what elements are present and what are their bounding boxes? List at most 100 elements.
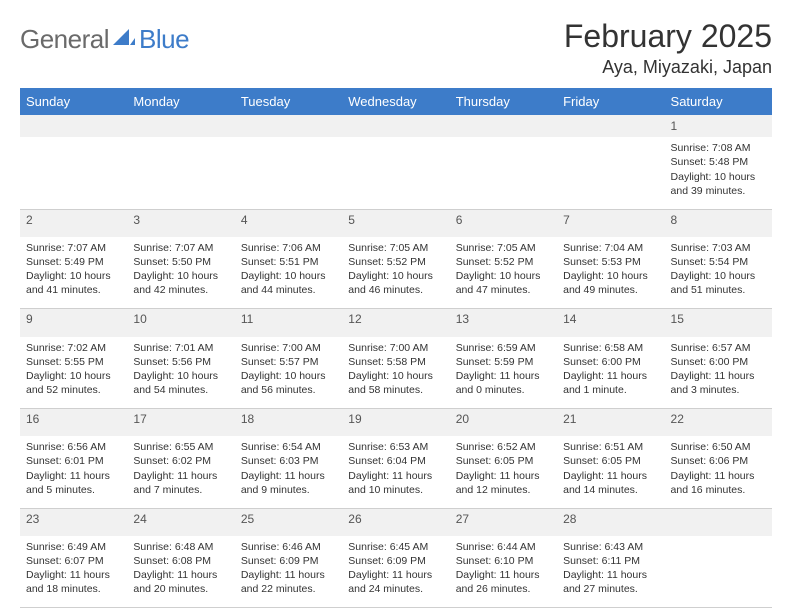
sunset-text: Sunset: 6:01 PM bbox=[26, 454, 121, 468]
day-number-cell: 21 bbox=[557, 409, 664, 437]
sunset-text: Sunset: 5:58 PM bbox=[348, 355, 443, 369]
week-row: Sunrise: 7:08 AMSunset: 5:48 PMDaylight:… bbox=[20, 137, 772, 209]
day-number-cell: 7 bbox=[557, 209, 664, 237]
day-number: 2 bbox=[20, 209, 127, 231]
week-daynum-row: 16171819202122 bbox=[20, 409, 772, 437]
day-cell bbox=[450, 137, 557, 209]
day-cell-content: Sunrise: 7:07 AMSunset: 5:50 PMDaylight:… bbox=[133, 241, 228, 298]
sunset-text: Sunset: 6:02 PM bbox=[133, 454, 228, 468]
sunrise-text: Sunrise: 6:57 AM bbox=[671, 341, 766, 355]
day-number-cell: 4 bbox=[235, 209, 342, 237]
daylight-text: Daylight: 10 hours and 44 minutes. bbox=[241, 269, 336, 297]
week-row: Sunrise: 7:07 AMSunset: 5:49 PMDaylight:… bbox=[20, 237, 772, 309]
calendar-body: 1 Sunrise: 7:08 AMSunset: 5:48 PMDaylight… bbox=[20, 115, 772, 608]
day-number-cell bbox=[665, 508, 772, 536]
day-cell: Sunrise: 7:07 AMSunset: 5:49 PMDaylight:… bbox=[20, 237, 127, 309]
day-cell: Sunrise: 6:44 AMSunset: 6:10 PMDaylight:… bbox=[450, 536, 557, 608]
sunset-text: Sunset: 5:51 PM bbox=[241, 255, 336, 269]
logo-text-general: General bbox=[20, 24, 109, 55]
day-header-monday: Monday bbox=[127, 88, 234, 115]
sunrise-text: Sunrise: 6:48 AM bbox=[133, 540, 228, 554]
sunset-text: Sunset: 5:56 PM bbox=[133, 355, 228, 369]
day-number: 23 bbox=[20, 508, 127, 530]
day-cell-content: Sunrise: 6:46 AMSunset: 6:09 PMDaylight:… bbox=[241, 540, 336, 597]
day-cell: Sunrise: 7:07 AMSunset: 5:50 PMDaylight:… bbox=[127, 237, 234, 309]
day-cell-content: Sunrise: 6:52 AMSunset: 6:05 PMDaylight:… bbox=[456, 440, 551, 497]
day-number-cell: 20 bbox=[450, 409, 557, 437]
day-cell: Sunrise: 7:06 AMSunset: 5:51 PMDaylight:… bbox=[235, 237, 342, 309]
day-number: 17 bbox=[127, 408, 234, 430]
daylight-text: Daylight: 10 hours and 39 minutes. bbox=[671, 170, 766, 198]
sunrise-text: Sunrise: 7:03 AM bbox=[671, 241, 766, 255]
day-cell-content: Sunrise: 6:49 AMSunset: 6:07 PMDaylight:… bbox=[26, 540, 121, 597]
day-number: 21 bbox=[557, 408, 664, 430]
day-number: 26 bbox=[342, 508, 449, 530]
day-cell bbox=[127, 137, 234, 209]
day-cell-content: Sunrise: 6:48 AMSunset: 6:08 PMDaylight:… bbox=[133, 540, 228, 597]
sunset-text: Sunset: 5:53 PM bbox=[563, 255, 658, 269]
day-cell: Sunrise: 7:03 AMSunset: 5:54 PMDaylight:… bbox=[665, 237, 772, 309]
day-cell: Sunrise: 7:05 AMSunset: 5:52 PMDaylight:… bbox=[342, 237, 449, 309]
week-daynum-row: 232425262728 bbox=[20, 508, 772, 536]
daylight-text: Daylight: 11 hours and 26 minutes. bbox=[456, 568, 551, 596]
sunrise-text: Sunrise: 6:46 AM bbox=[241, 540, 336, 554]
daylight-text: Daylight: 11 hours and 27 minutes. bbox=[563, 568, 658, 596]
sunset-text: Sunset: 6:10 PM bbox=[456, 554, 551, 568]
day-number-cell: 27 bbox=[450, 508, 557, 536]
day-number: 3 bbox=[127, 209, 234, 231]
sunrise-text: Sunrise: 7:07 AM bbox=[26, 241, 121, 255]
daylight-text: Daylight: 11 hours and 0 minutes. bbox=[456, 369, 551, 397]
day-cell-content: Sunrise: 7:06 AMSunset: 5:51 PMDaylight:… bbox=[241, 241, 336, 298]
day-number-cell: 1 bbox=[665, 115, 772, 137]
sunrise-text: Sunrise: 7:08 AM bbox=[671, 141, 766, 155]
daylight-text: Daylight: 11 hours and 18 minutes. bbox=[26, 568, 121, 596]
week-row: Sunrise: 6:56 AMSunset: 6:01 PMDaylight:… bbox=[20, 436, 772, 508]
sunrise-text: Sunrise: 6:54 AM bbox=[241, 440, 336, 454]
day-number: 12 bbox=[342, 308, 449, 330]
sunset-text: Sunset: 5:57 PM bbox=[241, 355, 336, 369]
day-number: 7 bbox=[557, 209, 664, 231]
day-number-cell: 16 bbox=[20, 409, 127, 437]
day-cell-content: Sunrise: 7:07 AMSunset: 5:49 PMDaylight:… bbox=[26, 241, 121, 298]
sunset-text: Sunset: 5:52 PM bbox=[456, 255, 551, 269]
day-cell: Sunrise: 6:50 AMSunset: 6:06 PMDaylight:… bbox=[665, 436, 772, 508]
day-number-cell bbox=[450, 115, 557, 137]
daylight-text: Daylight: 10 hours and 47 minutes. bbox=[456, 269, 551, 297]
sunset-text: Sunset: 6:05 PM bbox=[456, 454, 551, 468]
day-number-cell: 18 bbox=[235, 409, 342, 437]
logo-sail-icon bbox=[113, 27, 135, 52]
sunset-text: Sunset: 5:59 PM bbox=[456, 355, 551, 369]
day-number-cell: 24 bbox=[127, 508, 234, 536]
logo-text-blue: Blue bbox=[139, 24, 189, 55]
day-number-cell: 9 bbox=[20, 309, 127, 337]
daylight-text: Daylight: 11 hours and 22 minutes. bbox=[241, 568, 336, 596]
week-daynum-row: 2345678 bbox=[20, 209, 772, 237]
day-header-thursday: Thursday bbox=[450, 88, 557, 115]
sunrise-text: Sunrise: 6:58 AM bbox=[563, 341, 658, 355]
calendar-page: General Blue February 2025 Aya, Miyazaki… bbox=[0, 0, 792, 612]
day-cell-content: Sunrise: 7:08 AMSunset: 5:48 PMDaylight:… bbox=[671, 141, 766, 198]
day-cell-content: Sunrise: 6:59 AMSunset: 5:59 PMDaylight:… bbox=[456, 341, 551, 398]
day-number-cell: 28 bbox=[557, 508, 664, 536]
day-cell: Sunrise: 6:52 AMSunset: 6:05 PMDaylight:… bbox=[450, 436, 557, 508]
day-number: 14 bbox=[557, 308, 664, 330]
day-number: 25 bbox=[235, 508, 342, 530]
day-number-cell bbox=[557, 115, 664, 137]
sunset-text: Sunset: 6:05 PM bbox=[563, 454, 658, 468]
day-cell-content: Sunrise: 6:50 AMSunset: 6:06 PMDaylight:… bbox=[671, 440, 766, 497]
day-cell: Sunrise: 7:02 AMSunset: 5:55 PMDaylight:… bbox=[20, 337, 127, 409]
sunrise-text: Sunrise: 7:01 AM bbox=[133, 341, 228, 355]
page-header: General Blue February 2025 Aya, Miyazaki… bbox=[20, 18, 772, 78]
day-cell-content: Sunrise: 7:00 AMSunset: 5:58 PMDaylight:… bbox=[348, 341, 443, 398]
sunset-text: Sunset: 6:04 PM bbox=[348, 454, 443, 468]
week-row: Sunrise: 7:02 AMSunset: 5:55 PMDaylight:… bbox=[20, 337, 772, 409]
day-number-cell bbox=[342, 115, 449, 137]
sunset-text: Sunset: 6:06 PM bbox=[671, 454, 766, 468]
sunset-text: Sunset: 5:52 PM bbox=[348, 255, 443, 269]
day-cell-content: Sunrise: 6:58 AMSunset: 6:00 PMDaylight:… bbox=[563, 341, 658, 398]
day-number-cell: 22 bbox=[665, 409, 772, 437]
calendar-table: Sunday Monday Tuesday Wednesday Thursday… bbox=[20, 88, 772, 608]
day-number: 15 bbox=[665, 308, 772, 330]
sunset-text: Sunset: 6:03 PM bbox=[241, 454, 336, 468]
day-number: 8 bbox=[665, 209, 772, 231]
